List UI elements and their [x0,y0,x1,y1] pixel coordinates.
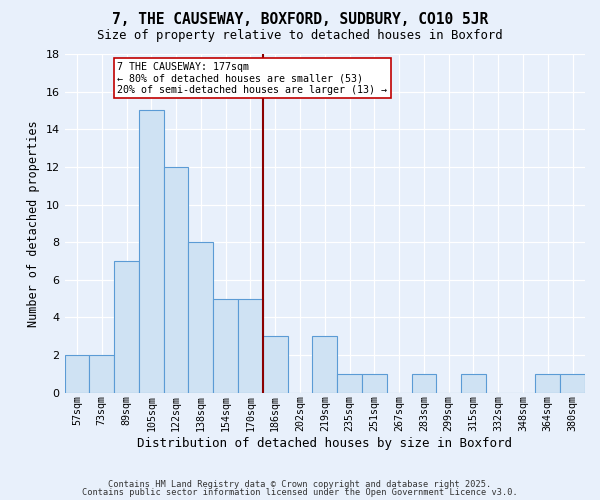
Text: 7 THE CAUSEWAY: 177sqm
← 80% of detached houses are smaller (53)
20% of semi-det: 7 THE CAUSEWAY: 177sqm ← 80% of detached… [117,62,387,94]
Bar [238,298,263,392]
Bar [89,355,114,393]
Bar [461,374,486,392]
Bar [560,374,585,392]
Bar [263,336,287,392]
Text: Contains public sector information licensed under the Open Government Licence v3: Contains public sector information licen… [82,488,518,497]
Text: 7, THE CAUSEWAY, BOXFORD, SUDBURY, CO10 5JR: 7, THE CAUSEWAY, BOXFORD, SUDBURY, CO10 … [112,12,488,28]
Bar [535,374,560,392]
Bar [139,110,164,392]
Bar [412,374,436,392]
Bar [362,374,387,392]
Bar [114,261,139,392]
Bar [65,355,89,393]
Bar [164,167,188,392]
Y-axis label: Number of detached properties: Number of detached properties [27,120,40,326]
X-axis label: Distribution of detached houses by size in Boxford: Distribution of detached houses by size … [137,437,512,450]
Bar [188,242,213,392]
Bar [213,298,238,392]
Bar [313,336,337,392]
Text: Contains HM Land Registry data © Crown copyright and database right 2025.: Contains HM Land Registry data © Crown c… [109,480,491,489]
Bar [337,374,362,392]
Text: Size of property relative to detached houses in Boxford: Size of property relative to detached ho… [97,29,503,42]
